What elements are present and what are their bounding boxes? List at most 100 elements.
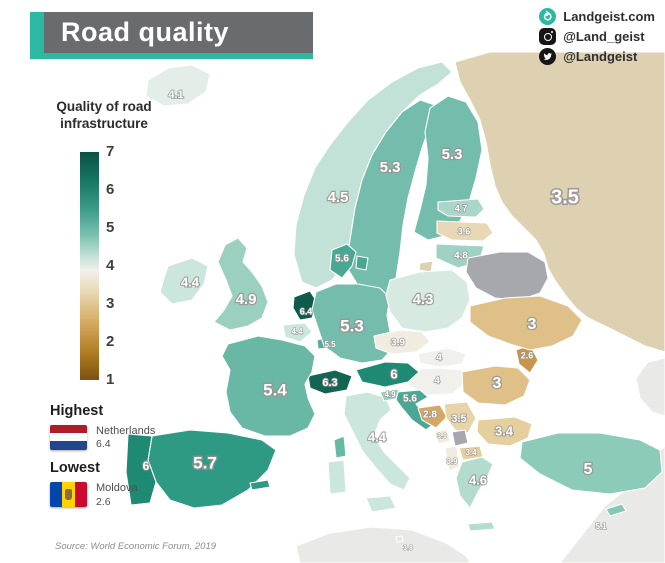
country-ro xyxy=(461,365,531,406)
lowest-value: 2.6 xyxy=(96,495,111,508)
value-label-ru: 3.5 xyxy=(551,186,579,208)
title-banner-plate: Road quality xyxy=(44,12,313,53)
country-fr xyxy=(333,435,347,459)
extremes-panel: Highest Netherlands 6.4 Lowest Moldova 2… xyxy=(50,403,190,518)
netherlands-flag xyxy=(50,424,87,450)
country-ru xyxy=(454,51,665,353)
landgeist-logo-icon: ⥁ xyxy=(539,8,557,25)
country-dk xyxy=(329,243,357,279)
value-label-lv: 3.6 xyxy=(458,226,471,236)
twitter-handle: @Landgeist xyxy=(563,49,638,64)
website-handle: Landgeist.com xyxy=(563,9,655,24)
value-label-no: 4.5 xyxy=(328,189,349,206)
value-label-be: 4.4 xyxy=(291,327,303,336)
page-title: Road quality xyxy=(61,17,230,47)
twitter-link[interactable]: @Landgeist xyxy=(539,48,655,65)
value-label-cy: 5.1 xyxy=(595,522,607,531)
value-label-dk: 5.6 xyxy=(335,254,349,265)
country-ee xyxy=(437,198,485,218)
non-data-land xyxy=(295,357,665,563)
country-ru xyxy=(418,260,434,273)
value-label-de: 5.3 xyxy=(340,316,364,335)
country-pl xyxy=(385,269,471,333)
value-label-fr: 5.4 xyxy=(263,380,287,399)
country-gb xyxy=(213,237,269,331)
value-label-tr: 5 xyxy=(584,461,593,478)
scale-tick: 6 xyxy=(106,181,115,198)
color-scale-ticks: 7 6 5 4 3 2 1 xyxy=(106,143,128,388)
scale-tick: 7 xyxy=(106,143,115,160)
value-label-pl: 4.3 xyxy=(413,291,434,308)
value-label-me: 3.9 xyxy=(437,433,447,440)
country-it xyxy=(365,495,397,513)
scale-tick: 3 xyxy=(106,295,115,312)
lowest-label: Lowest xyxy=(50,460,100,477)
country-ie xyxy=(159,257,209,305)
country-lv xyxy=(436,220,494,242)
country-nl xyxy=(292,290,318,321)
source-note: Source: World Economic Forum, 2019 xyxy=(55,541,217,552)
value-label-rs: 3.5 xyxy=(451,413,466,425)
moldova-flag xyxy=(50,481,87,507)
value-label-md: 2.6 xyxy=(521,350,534,360)
country-by xyxy=(465,251,549,301)
highest-label: Highest xyxy=(50,403,104,419)
country-al xyxy=(444,445,460,472)
country-xk xyxy=(451,429,469,447)
country-be xyxy=(282,322,313,343)
legend-title: Quality of road infrastructure xyxy=(56,99,152,131)
scale-tick: 4 xyxy=(106,257,115,274)
value-label-es: 5.7 xyxy=(193,453,217,472)
country-rs xyxy=(443,401,477,434)
value-label-ro: 3 xyxy=(493,375,502,392)
scale-tick: 2 xyxy=(106,333,115,350)
scale-tick: 1 xyxy=(106,371,115,388)
value-label-pt: 6 xyxy=(143,459,150,473)
moldova-emblem xyxy=(64,488,72,500)
country-it xyxy=(343,391,411,491)
value-label-ch: 6.3 xyxy=(322,377,337,389)
country-gr xyxy=(467,521,496,532)
country-ba xyxy=(417,404,448,429)
country-mt xyxy=(395,535,404,543)
lowest-country: Moldova xyxy=(96,482,138,495)
value-label-ba: 2.8 xyxy=(423,410,437,421)
value-label-sk: 4 xyxy=(436,353,442,364)
country-cz xyxy=(373,329,431,355)
value-label-mt: 3.8 xyxy=(403,545,413,552)
country-tr xyxy=(519,432,663,495)
highest-row: Netherlands 6.4 xyxy=(50,424,190,450)
country-me xyxy=(434,428,451,445)
value-label-si: 4.9 xyxy=(384,390,396,399)
value-label-nl: 6.4 xyxy=(300,306,313,316)
website-link[interactable]: ⥁ Landgeist.com xyxy=(539,8,655,25)
country-hu xyxy=(407,367,467,396)
country-is xyxy=(145,64,211,107)
value-label-lu: 5.5 xyxy=(324,340,336,349)
social-links: ⥁ Landgeist.com @Land_geist @Landgeist xyxy=(539,8,655,65)
country-fr xyxy=(221,335,316,437)
highest-country: Netherlands xyxy=(96,425,156,437)
country-es xyxy=(249,479,271,491)
value-label-at: 6 xyxy=(390,366,397,381)
highest-value: 6.4 xyxy=(96,438,111,451)
country-pt xyxy=(125,433,157,506)
lowest-row: Moldova 2.6 xyxy=(50,481,190,508)
color-scale-bar xyxy=(80,152,99,380)
value-label-ee: 4.7 xyxy=(455,203,468,213)
country-it xyxy=(327,459,347,495)
country-gr xyxy=(455,456,494,509)
value-label-hr: 5.6 xyxy=(403,394,417,405)
instagram-handle: @Land_geist xyxy=(563,29,645,44)
country-ch xyxy=(307,369,353,395)
country-ua xyxy=(469,295,583,351)
value-label-is: 4.1 xyxy=(168,89,183,101)
instagram-icon xyxy=(539,28,557,45)
value-label-se: 5.3 xyxy=(380,159,401,176)
value-label-bg: 3.4 xyxy=(495,423,514,438)
instagram-link[interactable]: @Land_geist xyxy=(539,28,655,45)
value-label-lt: 4.8 xyxy=(454,251,468,262)
twitter-icon xyxy=(539,48,557,65)
value-label-mk: 3.4 xyxy=(465,448,477,457)
